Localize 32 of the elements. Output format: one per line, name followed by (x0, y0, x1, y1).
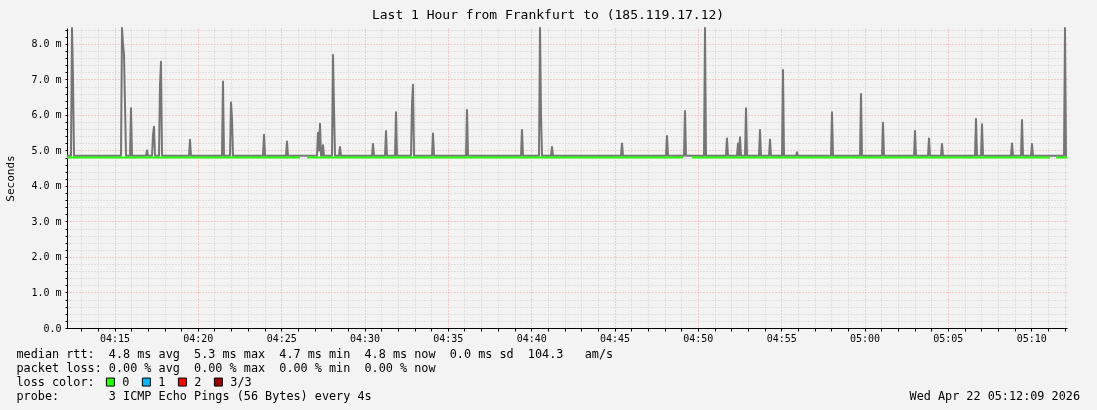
y-tick-label: 4.0 m (31, 180, 62, 192)
y-tick-label: 6.0 m (31, 109, 62, 121)
y-axis-title: Seconds (3, 155, 17, 202)
chart-title: Last 1 Hour from Frankfurt to (185.119.17.12) (371, 6, 725, 22)
x-tick-label: 05:10 (1016, 332, 1047, 344)
y-tick-label: 1.0 m (31, 287, 62, 298)
text: median rtt: 4.8 ms avg 5.3 ms max 4.7 ms min 4.8 ms now 0.0 ms sd 104.3 am/s (16, 347, 614, 361)
y-tick-label: 7.0 m (31, 73, 62, 85)
x-tick-label: 04:25 (266, 332, 297, 344)
y-tick-label: 5.0 m (31, 144, 62, 156)
text: Wed Apr 22 05:12:09 2026 (909, 389, 1080, 403)
x-tick-label: 04:30 (349, 332, 381, 344)
x-tick-label: 04:40 (516, 332, 547, 344)
legend-title: loss color: (16, 375, 95, 389)
x-tick-label: 04:55 (766, 332, 797, 344)
legend-label: 1 (158, 375, 166, 390)
x-tick-label: 04:45 (599, 332, 631, 344)
x-tick-label: 05:00 (849, 332, 881, 344)
y-tick-label: 3.0 m (31, 215, 62, 227)
legend-label: 0 (122, 375, 130, 390)
x-tick-label: 04:50 (683, 332, 714, 344)
x-tick-label: 05:05 (933, 332, 964, 344)
x-tick-label: 04:35 (433, 332, 464, 344)
y-tick-label: 2.0 m (31, 251, 62, 263)
y-tick-label: 0.0 (43, 322, 62, 334)
text: packet loss: 0.00 % avg 0.00 % max 0.00 % min 0.00 % now (16, 361, 437, 375)
text: probe: 3 ICMP Echo Pings (56 Bytes) every 4s (16, 389, 372, 403)
legend-label: 2 (194, 375, 202, 390)
x-tick-label: 04:20 (183, 332, 214, 344)
x-tick-label: 04:15 (99, 332, 131, 344)
legend-label: 3/3 (230, 375, 252, 390)
y-tick-label: 8.0 m (31, 38, 62, 50)
